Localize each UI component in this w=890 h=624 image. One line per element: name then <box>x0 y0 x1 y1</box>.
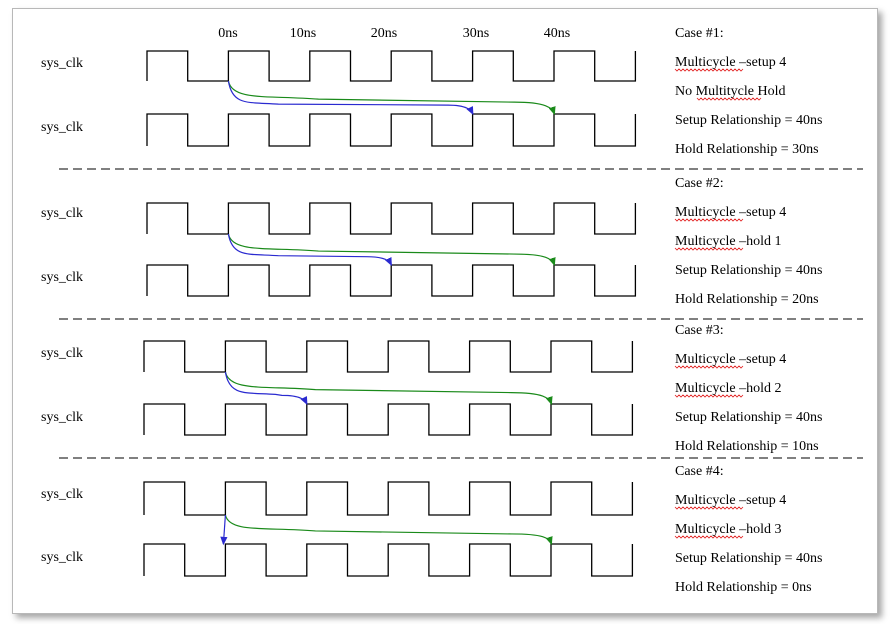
constraint-rest: –setup 4 <box>736 55 787 70</box>
case-title: Case #4: <box>675 464 724 479</box>
upper-clock-waveform <box>146 50 637 82</box>
constraint-line: Setup Relationship = 40ns <box>675 263 823 278</box>
constraint-lead: Setup Relationship = 40ns <box>675 113 823 128</box>
spellcheck-underline <box>674 247 744 251</box>
constraint-rest: –setup 4 <box>736 493 787 508</box>
constraint-line: Setup Relationship = 40ns <box>675 113 823 128</box>
cases: sys_clk sys_clk Case #1: Multicycle –setup … <box>41 26 863 595</box>
case-3: sys_clk sys_clk Case #3: Multicycle –setup … <box>41 323 863 459</box>
timing-diagram: 0ns 10ns 20ns 30ns 40ns sys_clk sys_clk Case #… <box>41 26 863 595</box>
time-tick-label: 20ns <box>371 26 397 41</box>
lower-clock-label: sys_clk <box>41 550 83 565</box>
timing-diagram-panel: 0ns 10ns 20ns 30ns 40ns sys_clk sys_clk Case #… <box>12 8 878 614</box>
constraint-line: Multicycle –hold 1 <box>675 234 782 249</box>
constraint-lead: Multicycle <box>675 55 736 70</box>
time-tick-label: 40ns <box>544 26 570 41</box>
constraint-rest: –setup 4 <box>736 205 787 220</box>
hold-relationship-arrow <box>220 514 228 546</box>
setup-relationship-arrow <box>224 371 553 406</box>
spellcheck-underline <box>674 68 744 72</box>
constraint-lead: Multicycle <box>675 205 736 220</box>
lower-clock-waveform <box>143 543 634 577</box>
constraint-rest: –hold 1 <box>736 234 782 249</box>
constraint-line: Multicycle –hold 3 <box>675 522 782 537</box>
constraint-line: Multicycle –hold 2 <box>675 381 782 396</box>
case-2: sys_clk sys_clk Case #2: Multicycle –setup … <box>41 176 863 320</box>
constraint-line: Setup Relationship = 40ns <box>675 410 823 425</box>
constraint-lead: Setup Relationship = 40ns <box>675 263 823 278</box>
time-tick-label: 10ns <box>290 26 316 41</box>
lower-clock-label: sys_clk <box>41 410 83 425</box>
setup-relationship-arrow <box>227 233 556 267</box>
constraint-lead: Hold Relationship = 20ns <box>675 292 819 307</box>
case-title: Case #2: <box>675 176 724 191</box>
constraint-line: Hold Relationship = 10ns <box>675 439 819 454</box>
constraint-rest: –hold 3 <box>736 522 782 537</box>
constraint-rest: Hold <box>754 84 786 99</box>
constraint-lead: Hold Relationship = 0ns <box>675 580 812 595</box>
hold-relationship-arrow <box>224 371 308 406</box>
constraint-lead: Multicycle <box>675 493 736 508</box>
constraint-misspelled-word: Multitycle <box>696 84 754 99</box>
hold-relationship-arrow <box>227 80 474 116</box>
case-title: Case #3: <box>675 323 724 338</box>
constraint-line: Multicycle –setup 4 <box>675 493 786 508</box>
hold-relationship-arrow <box>227 233 392 267</box>
lower-clock-label: sys_clk <box>41 120 83 135</box>
lower-clock-waveform <box>146 264 637 297</box>
setup-relationship-arrow <box>227 80 556 116</box>
time-tick-label: 30ns <box>463 26 489 41</box>
upper-clock-label: sys_clk <box>41 487 83 502</box>
upper-clock-label: sys_clk <box>41 346 83 361</box>
constraint-lead: Multicycle <box>675 234 736 249</box>
spellcheck-underline <box>674 218 744 222</box>
constraint-lead: Multicycle <box>675 352 736 367</box>
constraint-line: No Multitycle Hold <box>675 84 785 99</box>
constraint-lead: Setup Relationship = 40ns <box>675 551 823 566</box>
spellcheck-underline <box>696 97 762 101</box>
constraint-lead: Hold Relationship = 30ns <box>675 142 819 157</box>
lower-clock-label: sys_clk <box>41 270 83 285</box>
constraint-line: Multicycle –setup 4 <box>675 205 786 220</box>
case-1: sys_clk sys_clk Case #1: Multicycle –setup … <box>41 26 863 170</box>
constraint-lead: Setup Relationship = 40ns <box>675 410 823 425</box>
spellcheck-underline <box>674 365 744 369</box>
spellcheck-underline <box>674 535 744 539</box>
upper-clock-waveform <box>143 481 634 516</box>
upper-clock-waveform <box>143 340 634 373</box>
constraint-lead: Multicycle <box>675 522 736 537</box>
upper-clock-waveform <box>146 202 637 235</box>
setup-relationship-arrow <box>224 514 553 546</box>
constraint-lead: Hold Relationship = 10ns <box>675 439 819 454</box>
constraint-lead: Multicycle <box>675 381 736 396</box>
lower-clock-waveform <box>146 113 637 147</box>
upper-clock-label: sys_clk <box>41 206 83 221</box>
upper-clock-label: sys_clk <box>41 56 83 71</box>
case-4: sys_clk sys_clk Case #4: Multicycle –setup … <box>41 464 823 595</box>
constraint-line: Multicycle –setup 4 <box>675 352 786 367</box>
constraint-lead: No <box>675 84 696 99</box>
time-tick-label: 0ns <box>218 26 237 41</box>
spellcheck-underline <box>674 506 744 510</box>
constraint-line: Hold Relationship = 20ns <box>675 292 819 307</box>
constraint-line: Hold Relationship = 30ns <box>675 142 819 157</box>
case-title: Case #1: <box>675 26 724 41</box>
constraint-rest: –hold 2 <box>736 381 782 396</box>
constraint-line: Hold Relationship = 0ns <box>675 580 812 595</box>
constraint-line: Setup Relationship = 40ns <box>675 551 823 566</box>
constraint-line: Multicycle –setup 4 <box>675 55 786 70</box>
time-axis: 0ns 10ns 20ns 30ns 40ns <box>218 26 570 41</box>
lower-clock-waveform <box>143 403 634 436</box>
spellcheck-underline <box>674 394 744 398</box>
constraint-rest: –setup 4 <box>736 352 787 367</box>
